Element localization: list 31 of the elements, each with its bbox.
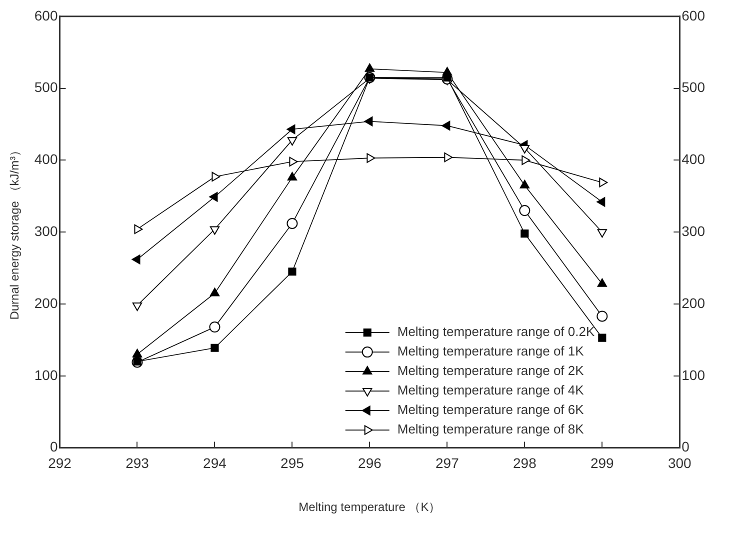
- y2-tick-label: 600: [682, 7, 706, 24]
- x-tick-label: 292: [48, 455, 72, 472]
- x-tick-label: 298: [512, 455, 537, 472]
- y-tick-label: 500: [34, 79, 58, 96]
- y-tick-label: 200: [34, 294, 58, 311]
- legend-label: Melting temperature range of 8K: [397, 422, 584, 437]
- y-tick-label: 300: [34, 222, 58, 239]
- legend-label: Melting temperature range of 4K: [397, 382, 584, 398]
- legend-label: Melting temperature range of 2K: [397, 363, 584, 378]
- x-tick-label: 297: [436, 455, 460, 472]
- y2-tick-label: 500: [682, 79, 706, 96]
- y2-tick-label: 400: [682, 151, 706, 168]
- x-tick-label: 295: [280, 455, 304, 472]
- x-tick-label: 296: [358, 455, 382, 472]
- y2-tick-label: 300: [682, 222, 706, 239]
- y-tick-label: 600: [34, 7, 58, 24]
- y2-tick-label: 0: [682, 438, 690, 455]
- x-tick-label: 293: [126, 455, 150, 472]
- legend-label: Melting temperature range of 6K: [397, 402, 584, 418]
- x-axis-title: Melting temperature （K）: [298, 500, 441, 514]
- x-tick-label: 294: [203, 455, 227, 472]
- y-tick-label: 400: [34, 151, 58, 168]
- y-tick-label: 0: [50, 438, 58, 455]
- legend-label: Melting temperature range of 1K: [397, 344, 584, 359]
- x-tick-label: 300: [668, 455, 692, 472]
- y-tick-label: 100: [34, 366, 58, 383]
- y2-tick-label: 200: [682, 294, 706, 311]
- y-axis-title: Durnal energy storage （kJ/m³）: [8, 144, 22, 320]
- y2-tick-label: 100: [682, 366, 706, 383]
- x-tick-label: 299: [590, 455, 614, 472]
- legend-label: Melting temperature range of 0.2K: [397, 324, 595, 340]
